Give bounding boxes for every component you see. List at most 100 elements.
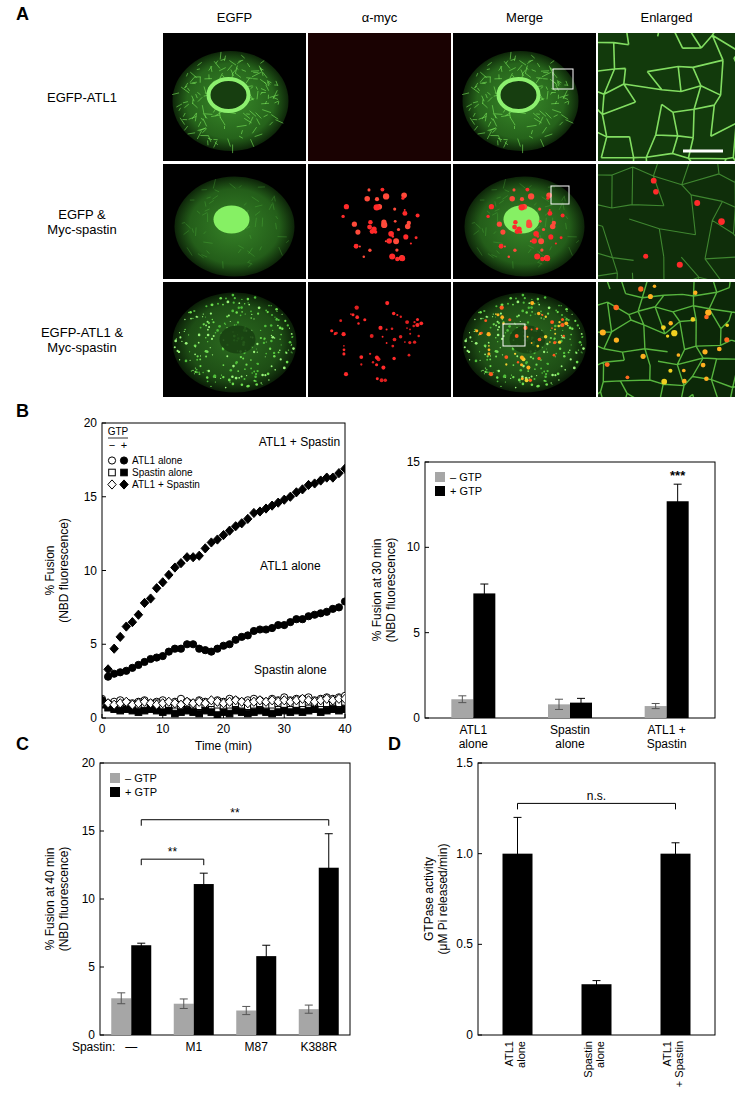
punctum: [216, 329, 219, 332]
error-bar: [480, 584, 488, 603]
punctum: [179, 336, 181, 338]
error-bar: [652, 703, 660, 708]
punctum: [205, 325, 207, 327]
punctum: [279, 349, 281, 351]
punctum: [576, 352, 578, 354]
punctum: [188, 334, 189, 335]
punctum: [528, 307, 530, 309]
y-axis-title: GTPase activity(μM Pi released/min): [422, 844, 450, 955]
punctum: [481, 370, 482, 371]
punctum: [232, 383, 235, 386]
y-tick-label: 0: [466, 1028, 473, 1042]
y-tick-label: 15: [407, 455, 421, 469]
punctum: [225, 387, 227, 389]
punctum: [417, 335, 420, 338]
text-line: 20: [217, 722, 231, 736]
punctum: [562, 335, 565, 338]
punctum: [519, 204, 525, 210]
punctum: [572, 314, 573, 315]
punctum: [204, 323, 205, 324]
x-tick-label: 40: [338, 722, 352, 736]
punctum: [497, 222, 502, 227]
marker: [165, 570, 173, 579]
punctum: [497, 329, 499, 331]
nucleus: [220, 326, 256, 354]
text-line: A: [16, 4, 29, 24]
punctum: [495, 355, 497, 357]
punctum: [693, 291, 697, 295]
punctum: [270, 324, 273, 327]
punctum: [545, 315, 547, 317]
plot-area: [111, 834, 339, 1035]
punctum: [495, 350, 498, 353]
legend-marker: [120, 457, 127, 464]
punctum: [198, 342, 200, 344]
punctum: [217, 303, 219, 305]
punctum: [488, 342, 490, 344]
y-tick-label: 5: [90, 637, 97, 651]
text-line: Spastin alone: [254, 663, 327, 677]
y-tick-label: 0: [413, 711, 420, 725]
text-line: M87: [245, 1040, 269, 1054]
punctum: [483, 310, 485, 312]
punctum: [185, 360, 188, 363]
punctum: [525, 378, 529, 382]
punctum: [527, 321, 529, 323]
punctum: [513, 249, 516, 252]
punctum: [241, 384, 244, 387]
punctum: [568, 351, 570, 353]
punctum: [497, 334, 500, 337]
punctum: [360, 363, 362, 365]
punctum: [291, 336, 293, 338]
punctum: [527, 370, 529, 372]
text-line: 5: [88, 960, 95, 974]
er-tubules: [598, 282, 735, 397]
punctum: [212, 321, 214, 323]
punctum: [185, 342, 188, 345]
marker: [116, 632, 124, 641]
punctum: [245, 364, 247, 366]
plot-frame: [478, 763, 715, 1035]
punctum: [382, 336, 384, 338]
punctum: [525, 362, 527, 364]
punctum: [199, 365, 201, 367]
punctum: [537, 298, 540, 301]
punctum: [257, 352, 258, 353]
punctum: [275, 318, 278, 321]
text-line: Spastin: [647, 737, 687, 751]
error-bar: [593, 981, 601, 988]
legend-marker: [120, 480, 128, 489]
punctum: [211, 303, 214, 306]
punctum: [626, 375, 630, 379]
micrograph: [163, 164, 306, 279]
y-tick-label: 0: [90, 711, 97, 725]
punctum: [579, 341, 582, 344]
punctum: [494, 323, 495, 324]
punctum: [374, 230, 378, 234]
y-tick: [102, 423, 106, 424]
punctum: [267, 311, 269, 313]
punctum: [479, 351, 480, 352]
punctum: [500, 305, 504, 309]
punctum: [406, 327, 408, 329]
punctum: [498, 326, 500, 328]
punctum: [554, 329, 556, 331]
text-line: 1.5: [456, 756, 473, 770]
text-line: % Fusion at 40 min: [43, 848, 57, 951]
punctum: [558, 305, 560, 307]
y-tick: [102, 496, 106, 497]
punctum: [246, 385, 248, 387]
punctum: [245, 313, 246, 314]
punctum: [408, 341, 411, 344]
marker: [146, 594, 154, 603]
cell-body: [465, 177, 585, 277]
punctum: [515, 297, 517, 299]
punctum: [512, 364, 514, 366]
punctum: [555, 353, 557, 355]
punctum: [512, 304, 514, 306]
punctum: [490, 355, 491, 356]
punctum: [725, 323, 729, 327]
punctum: [190, 318, 192, 320]
punctum: [403, 234, 408, 239]
micrograph-bg: [598, 282, 735, 397]
